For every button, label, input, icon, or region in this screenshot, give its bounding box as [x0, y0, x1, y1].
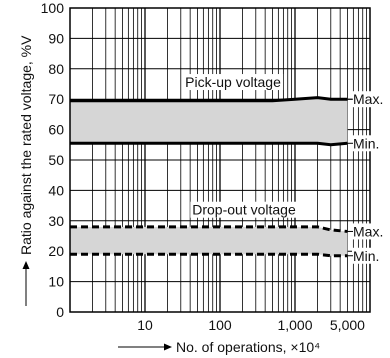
series-line-min-1 — [70, 252, 348, 258]
dropout-voltage-label: Drop-out voltage — [192, 202, 296, 218]
grid — [70, 7, 370, 313]
band-fill-1 — [70, 226, 348, 256]
y-axis-label: Ratio against the rated voltage, %V — [18, 35, 34, 255]
y-tick-label: 30 — [48, 213, 64, 229]
label-backing — [352, 135, 381, 152]
y-tick-label: 40 — [48, 182, 64, 198]
y-axis-title: Ratio against the rated voltage, %V — [18, 35, 34, 306]
series-line-max-0 — [70, 96, 348, 103]
label-backing — [352, 247, 381, 264]
pickup-max-label: Max. — [353, 91, 383, 107]
y-tick-label: 100 — [41, 0, 65, 16]
y-tick-label: 60 — [48, 122, 64, 138]
label-backing — [190, 201, 298, 218]
y-tick-label: 20 — [48, 243, 64, 259]
series-line-min-0 — [70, 141, 348, 147]
label-backing — [352, 223, 385, 240]
x-axis-label: No. of operations, ×10⁴ — [176, 339, 320, 355]
y-tick-label: 10 — [48, 274, 64, 290]
pickup-min-label: Min. — [353, 135, 379, 151]
label-backing — [183, 74, 284, 91]
x-tick-label: 10 — [137, 317, 153, 333]
y-tick-label: 70 — [48, 91, 64, 107]
x-axis-title: No. of operations, ×10⁴ — [118, 339, 320, 355]
y-tick-label: 90 — [48, 30, 64, 46]
series-line-max-1 — [70, 225, 348, 233]
tick-labels: 0 10 20 30 40 50 60 70 80 90 100 10 100 1,000 5,000 — [41, 0, 366, 333]
dropout-max-label: Max. — [353, 223, 383, 239]
dropout-min-label: Min. — [353, 248, 379, 264]
plot-frame — [69, 7, 371, 313]
voltage-bands — [70, 96, 348, 258]
pickup-voltage-label: Pick-up voltage — [185, 74, 281, 90]
y-tick-label: 50 — [48, 152, 64, 168]
y-tick-label: 80 — [48, 61, 64, 77]
y-tick-label: 0 — [56, 304, 64, 320]
x-tick-label: 1,000 — [277, 317, 312, 333]
x-tick-label: 100 — [208, 317, 232, 333]
x-tick-label: 5,000 — [330, 317, 365, 333]
label-backing — [352, 91, 385, 108]
band-fill-0 — [70, 97, 348, 145]
